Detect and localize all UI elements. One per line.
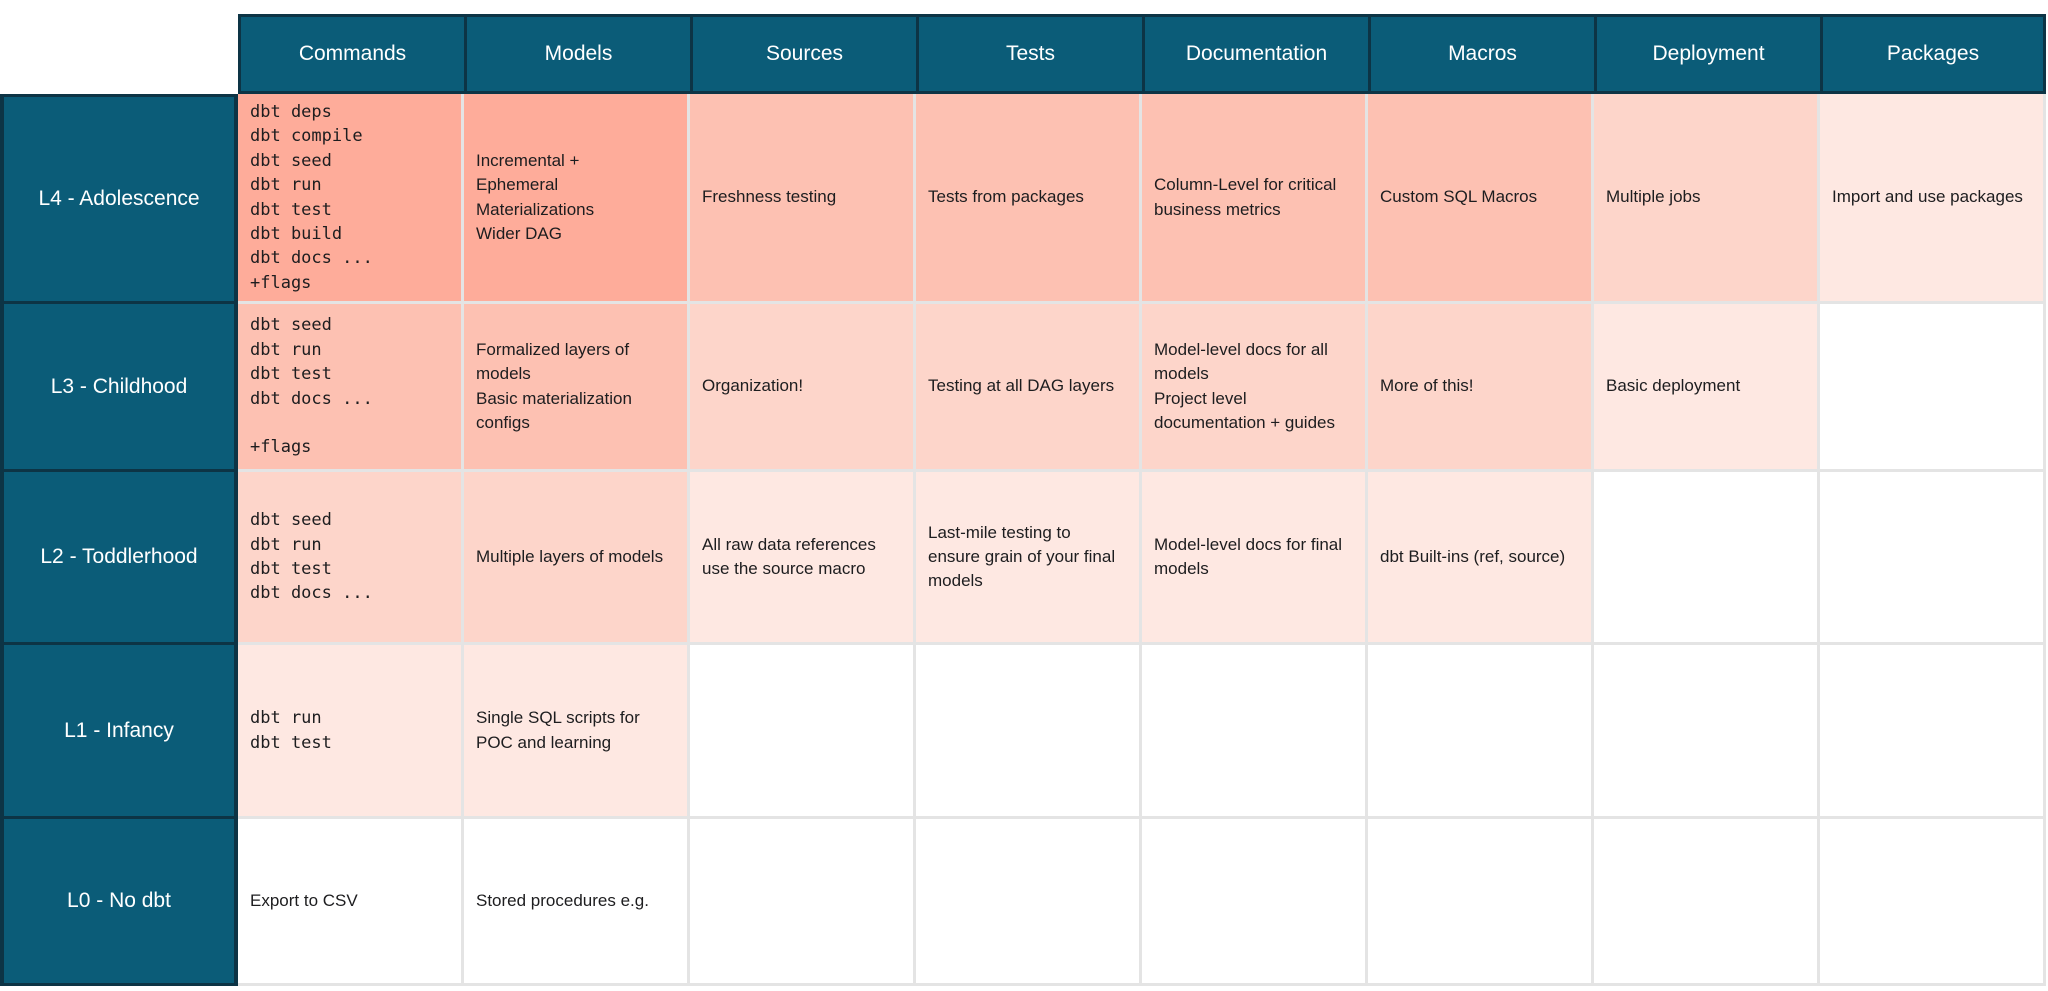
table-cell: Incremental + Ephemeral Materializations… xyxy=(464,94,690,304)
table-cell: All raw data references use the source m… xyxy=(690,472,916,645)
table-cell xyxy=(690,645,916,819)
row-header-l1: L1 - Infancy xyxy=(0,645,238,819)
row-header-l3: L3 - Childhood xyxy=(0,304,238,472)
table-cell xyxy=(1142,819,1368,986)
row-header-l4: L4 - Adolescence xyxy=(0,94,238,304)
column-header-macros: Macros xyxy=(1368,14,1594,94)
table-cell: Column-Level for critical business metri… xyxy=(1142,94,1368,304)
table-cell xyxy=(1820,645,2046,819)
table-cell: Model-level docs for final models xyxy=(1142,472,1368,645)
table-cell xyxy=(1820,472,2046,645)
table-cell: Custom SQL Macros xyxy=(1368,94,1594,304)
table-cell xyxy=(690,819,916,986)
dbt-maturity-table: Commands Models Sources Tests Documentation M… xyxy=(0,14,2046,986)
column-header-commands: Commands xyxy=(238,14,464,94)
table-cell: More of this! xyxy=(1368,304,1594,472)
table-cell: Single SQL scripts for POC and learning xyxy=(464,645,690,819)
table-cell: dbt run dbt test xyxy=(238,645,464,819)
row-header-l0: L0 - No dbt xyxy=(0,819,238,986)
table-cell: dbt seed dbt run dbt test dbt docs ... xyxy=(238,472,464,645)
table-cell: Organization! xyxy=(690,304,916,472)
table-cell xyxy=(1368,819,1594,986)
table-cell: Tests from packages xyxy=(916,94,1142,304)
table-cell xyxy=(1594,645,1820,819)
table-cell xyxy=(916,645,1142,819)
row-header-l2: L2 - Toddlerhood xyxy=(0,472,238,645)
column-header-documentation: Documentation xyxy=(1142,14,1368,94)
table-cell xyxy=(916,819,1142,986)
table-cell xyxy=(1594,472,1820,645)
column-header-deployment: Deployment xyxy=(1594,14,1820,94)
table-cell: Testing at all DAG layers xyxy=(916,304,1142,472)
table-cell xyxy=(1820,304,2046,472)
table-cell: Basic deployment xyxy=(1594,304,1820,472)
column-header-sources: Sources xyxy=(690,14,916,94)
column-header-models: Models xyxy=(464,14,690,94)
table-cell xyxy=(1820,819,2046,986)
table-cell: Export to CSV xyxy=(238,819,464,986)
table-cell: Model-level docs for all models Project … xyxy=(1142,304,1368,472)
table-cell: Import and use packages xyxy=(1820,94,2046,304)
table-cell xyxy=(1142,645,1368,819)
table-cell xyxy=(1368,645,1594,819)
table-cell: Freshness testing xyxy=(690,94,916,304)
table-cell: Last-mile testing to ensure grain of you… xyxy=(916,472,1142,645)
table-cell: Stored procedures e.g. xyxy=(464,819,690,986)
table-cell: dbt seed dbt run dbt test dbt docs ... +… xyxy=(238,304,464,472)
table-cell: Multiple layers of models xyxy=(464,472,690,645)
corner-cell xyxy=(0,14,238,94)
table-cell xyxy=(1594,819,1820,986)
column-header-packages: Packages xyxy=(1820,14,2046,94)
column-header-tests: Tests xyxy=(916,14,1142,94)
table-cell: dbt Built-ins (ref, source) xyxy=(1368,472,1594,645)
table-cell: Formalized layers of models Basic materi… xyxy=(464,304,690,472)
table-cell: Multiple jobs xyxy=(1594,94,1820,304)
table-cell: dbt deps dbt compile dbt seed dbt run db… xyxy=(238,94,464,304)
